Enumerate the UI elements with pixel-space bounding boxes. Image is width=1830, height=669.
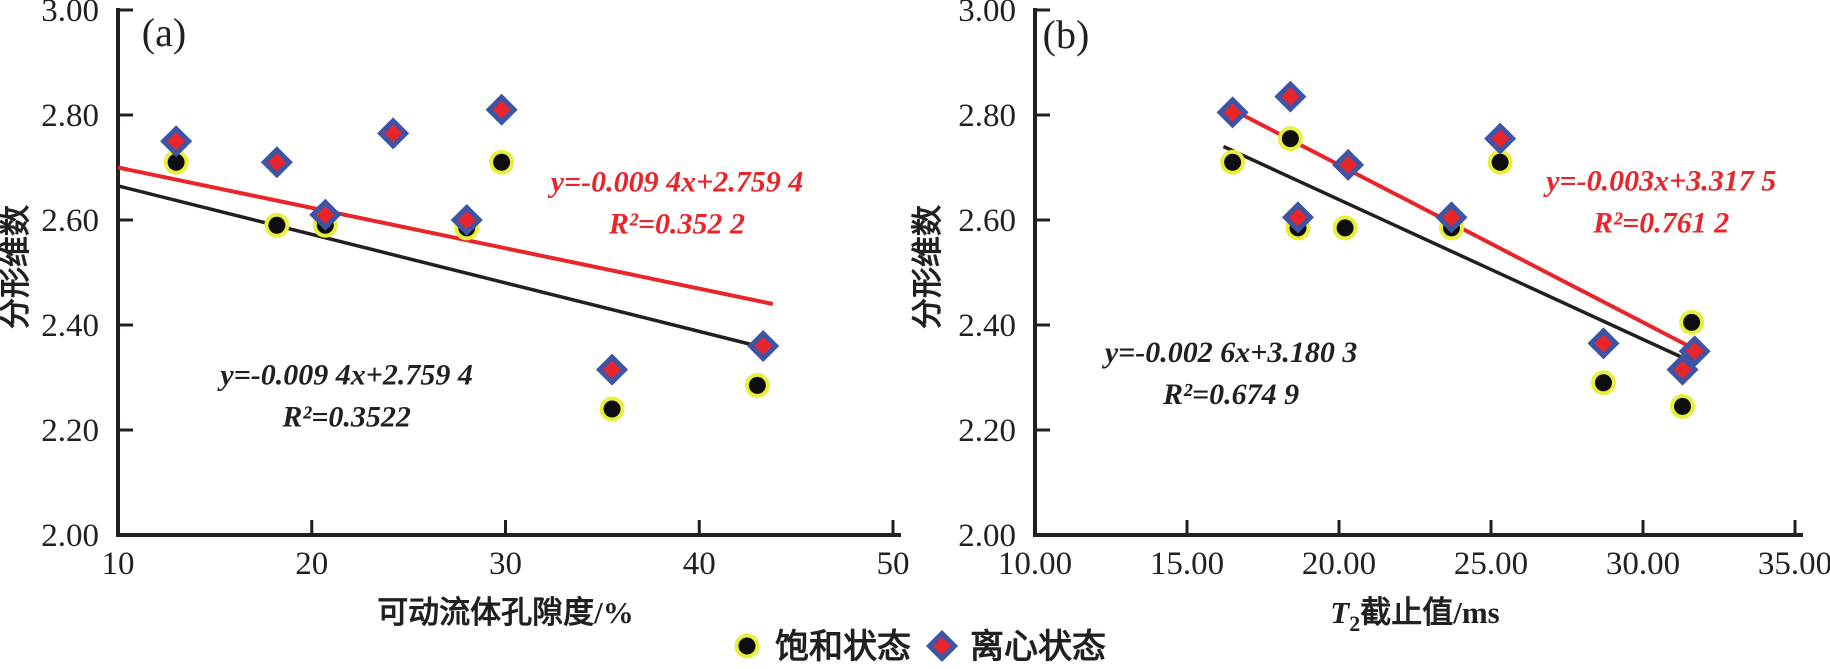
y-axis-title: 分形维数 xyxy=(910,205,945,329)
y-tick-label: 2.00 xyxy=(958,518,1016,554)
point-centrifuged xyxy=(1435,201,1468,234)
y-tick-label: 2.40 xyxy=(958,308,1016,344)
y-tick-label: 2.80 xyxy=(958,98,1016,134)
x-tick-label: 10.00 xyxy=(998,546,1072,582)
fit-equation: R²=0.674 9 xyxy=(1162,378,1299,411)
legend-label-saturated: 饱和状态 xyxy=(775,628,911,666)
y-axis-title: 分形维数 xyxy=(0,205,33,329)
x-tick-label: 25.00 xyxy=(1454,546,1528,582)
point-centrifuged xyxy=(1666,353,1699,386)
point-saturated xyxy=(748,376,766,394)
x-tick-label: 35.00 xyxy=(1758,546,1830,582)
fit-equation: y=-0.009 4x+2.759 4 xyxy=(548,166,804,199)
point-centrifuged xyxy=(747,329,780,363)
y-tick-label: 2.20 xyxy=(41,413,99,449)
point-centrifuged xyxy=(596,353,629,386)
point-saturated xyxy=(1224,153,1242,171)
legend-marker-centrifuged xyxy=(925,629,959,663)
legend-marker-saturated xyxy=(738,637,756,655)
y-tick-label: 2.00 xyxy=(41,518,99,554)
panel-label: (a) xyxy=(142,10,186,55)
point-saturated xyxy=(493,153,511,171)
fit-equation: R²=0.3522 xyxy=(281,400,411,433)
x-tick-label: 15.00 xyxy=(1150,546,1224,582)
x-tick-label: 10 xyxy=(102,546,135,582)
x-axis-title: T2截止值/ms xyxy=(1330,595,1499,636)
y-tick-label: 2.60 xyxy=(958,203,1016,239)
point-saturated xyxy=(1336,219,1354,237)
point-saturated xyxy=(1281,130,1299,148)
point-centrifuged xyxy=(1332,148,1365,181)
fit-equation: y=-0.003x+3.317 5 xyxy=(1543,165,1776,198)
x-tick-label: 20.00 xyxy=(1302,546,1376,582)
panel-label: (b) xyxy=(1043,12,1090,57)
fit-line-centrifuged xyxy=(117,165,774,306)
panel-b: 10.00 15.00 20.00 25.00 30.00 35.00 3.00 2.80 2.… xyxy=(910,0,1830,636)
point-saturated xyxy=(603,400,621,418)
fit-line-saturated xyxy=(117,184,758,348)
y-tick-label: 2.40 xyxy=(41,308,99,344)
series-centrifuged xyxy=(160,93,780,386)
point-centrifuged xyxy=(450,203,483,237)
series-centrifuged xyxy=(1216,80,1711,386)
y-tick-label: 3.00 xyxy=(958,0,1016,29)
fit-equation: R²=0.761 2 xyxy=(1592,207,1729,240)
point-centrifuged xyxy=(1484,122,1517,155)
point-saturated xyxy=(167,153,185,171)
x-tick-label: 50 xyxy=(877,546,910,582)
panel-a: 10 20 30 40 50 3.00 2.80 2.60 2.40 2.20 2.00 可动流体孔隙… xyxy=(0,0,910,630)
y-tick-label: 2.60 xyxy=(41,203,99,239)
point-centrifuged xyxy=(1216,96,1249,129)
y-tick-label: 3.00 xyxy=(41,0,99,29)
fit-equation: y=-0.002 6x+3.180 3 xyxy=(1102,336,1358,369)
x-axis-title: 可动流体孔隙度/% xyxy=(377,595,634,630)
point-centrifuged xyxy=(1678,335,1711,368)
point-centrifuged xyxy=(1274,80,1307,113)
point-centrifuged xyxy=(309,198,342,231)
series-saturated xyxy=(163,149,770,422)
x-tick-label: 30.00 xyxy=(1606,546,1680,582)
x-tick-label: 20 xyxy=(295,546,328,582)
fit-equation: R²=0.352 2 xyxy=(608,208,745,241)
point-centrifuged xyxy=(1281,201,1314,234)
legend-markers-group xyxy=(734,629,959,663)
x-tick-label: 40 xyxy=(683,546,716,582)
point-saturated xyxy=(1683,313,1701,331)
legend: 饱和状态 离心状态 xyxy=(734,627,1106,666)
point-centrifuged xyxy=(260,146,293,179)
point-centrifuged xyxy=(377,117,410,150)
fit-line-saturated xyxy=(1222,144,1693,364)
point-centrifuged xyxy=(485,93,518,126)
point-centrifuged xyxy=(1587,327,1620,360)
x-tick-label: 30 xyxy=(489,546,522,582)
panels-group: 10 20 30 40 50 3.00 2.80 2.60 2.40 2.20 2.00 可动流体孔隙… xyxy=(0,0,1830,636)
y-tick-label: 2.80 xyxy=(41,98,99,134)
point-saturated xyxy=(1491,153,1509,171)
point-saturated xyxy=(1594,374,1612,392)
point-saturated xyxy=(1674,397,1692,415)
point-centrifuged xyxy=(160,125,193,158)
legend-label-centrifuged: 离心状态 xyxy=(970,627,1106,666)
fit-equation: y=-0.009 4x+2.759 4 xyxy=(217,358,473,391)
y-tick-label: 2.20 xyxy=(958,413,1016,449)
point-saturated xyxy=(268,216,286,234)
